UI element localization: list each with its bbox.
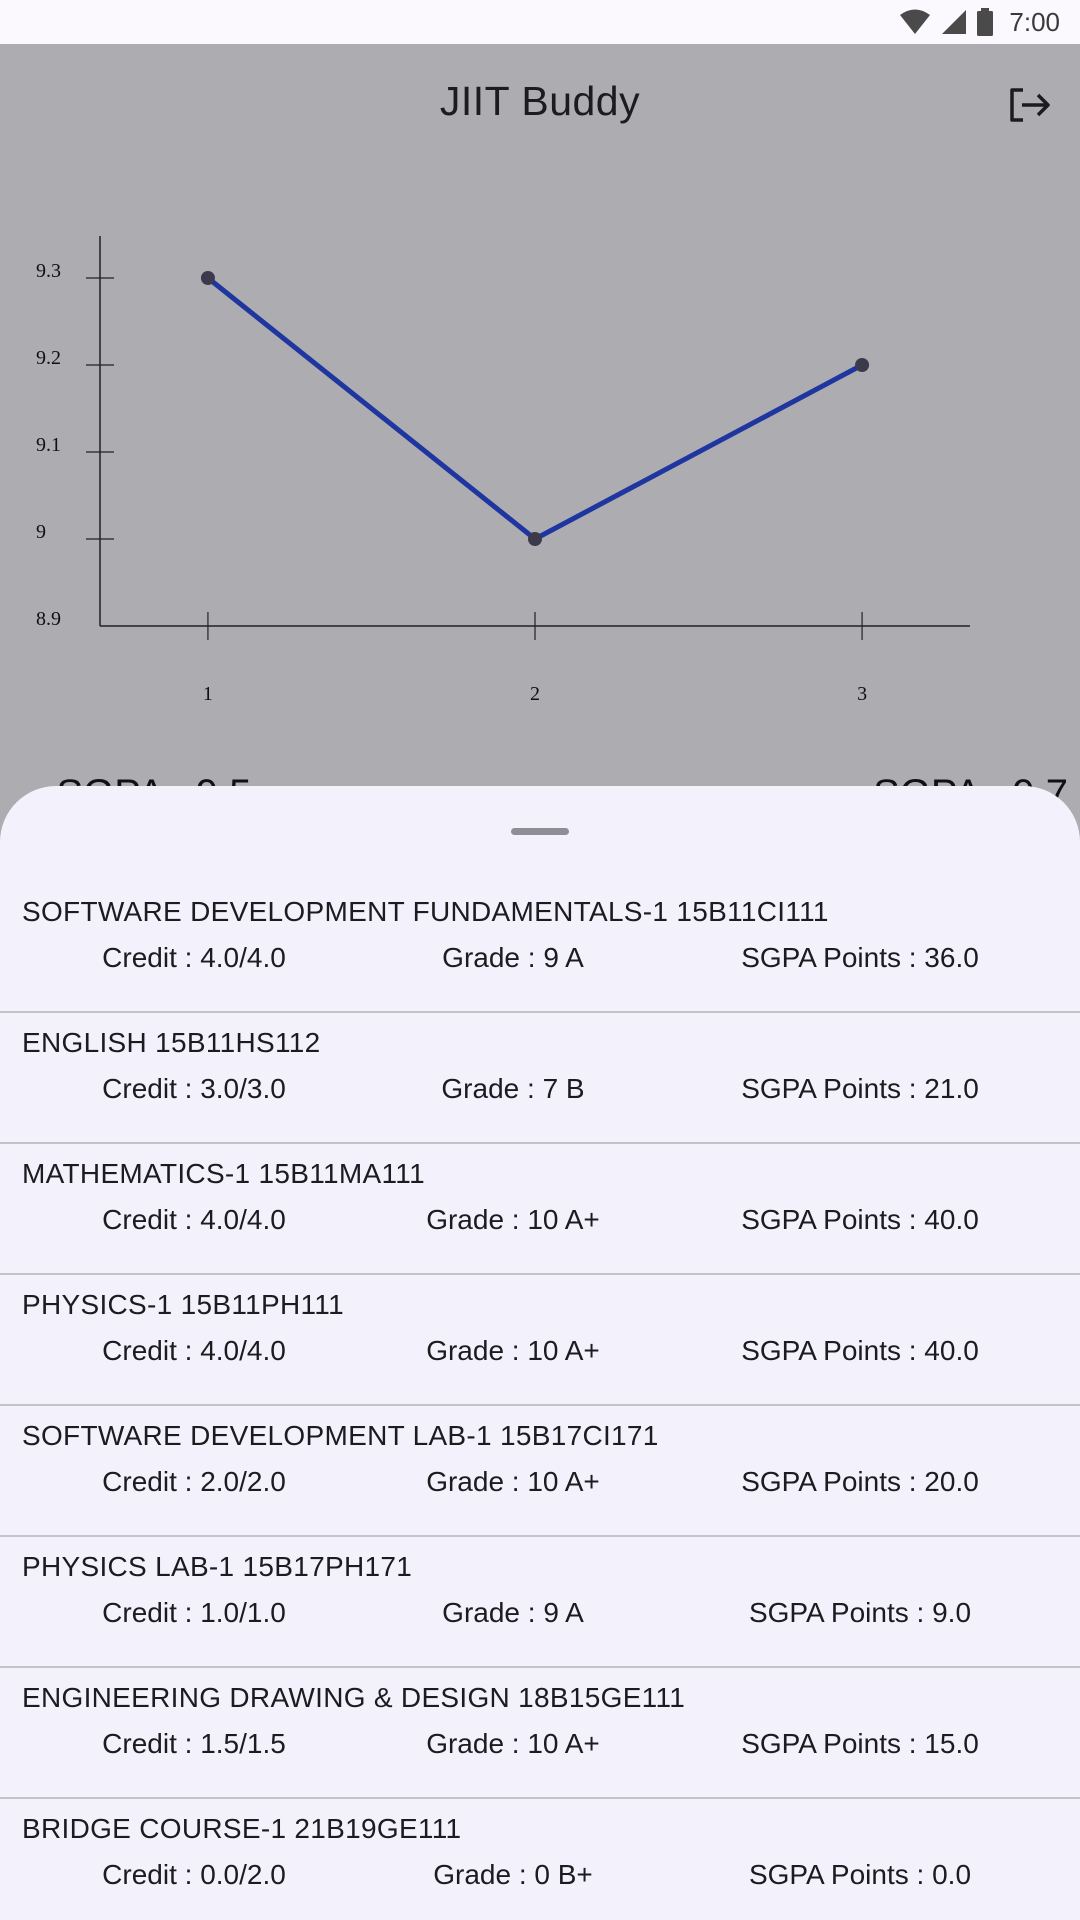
grade-text: Grade : 9 A [442,942,584,973]
sgpa-data-point [528,532,542,546]
battery-icon [977,8,994,36]
grade-text: Grade : 10 A+ [426,1335,600,1366]
list-item[interactable]: PHYSICS LAB-1 15B17PH171 Credit : 1.0/1.… [0,1537,1080,1668]
y-tick-label: 9.1 [36,434,61,456]
sgpa-data-point [200,271,215,285]
subject-name: PHYSICS-1 15B11PH111 [22,1289,344,1320]
sgpa-points-text: SGPA Points : 20.0 [741,1466,979,1497]
subject-list: SOFTWARE DEVELOPMENT FUNDAMENTALS-1 15B1… [0,882,1080,1920]
credit-text: Credit : 4.0/4.0 [102,1204,286,1235]
y-tick-label: 9 [36,521,46,543]
list-item[interactable]: PHYSICS-1 15B11PH111 Credit : 4.0/4.0 Gr… [0,1275,1080,1406]
status-bar: 7:00 [0,0,1080,44]
credit-text: Credit : 2.0/2.0 [102,1466,286,1497]
x-tick-label: 3 [857,683,867,705]
app-title: JIIT Buddy [439,78,641,124]
app-bar: JIIT Buddy [0,44,1080,160]
list-item[interactable]: ENGLISH 15B11HS112 Credit : 3.0/3.0 Grad… [0,1013,1080,1144]
grade-text: Grade : 9 A [442,1597,584,1628]
drag-handle[interactable] [511,828,569,835]
list-item[interactable]: SOFTWARE DEVELOPMENT LAB-1 15B17CI171 Cr… [0,1406,1080,1537]
grade-text: Grade : 10 A+ [426,1204,600,1235]
status-time: 7:00 [1009,6,1060,37]
sgpa-points-text: SGPA Points : 0.0 [748,1859,972,1890]
sgpa-points-text: SGPA Points : 9.0 [748,1597,972,1628]
bottom-sheet[interactable]: SOFTWARE DEVELOPMENT FUNDAMENTALS-1 15B1… [0,786,1080,1920]
subject-name: MATHEMATICS-1 15B11MA111 [22,1158,425,1189]
x-tick-label: 1 [203,683,213,705]
grade-text: Grade : 10 A+ [426,1466,600,1497]
list-item[interactable]: ENGINEERING DRAWING & DESIGN 18B15GE111 … [0,1668,1080,1799]
y-tick-label: 8.9 [36,608,61,630]
credit-text: Credit : 4.0/4.0 [102,942,286,973]
sgpa-points-text: SGPA Points : 15.0 [741,1728,979,1759]
sgpa-points-text: SGPA Points : 21.0 [741,1073,979,1104]
sgpa-data-point [855,358,870,372]
sgpa-line-chart: 8.9 9 9.1 9.2 9.3 1 2 3 [36,236,970,705]
cellular-signal-icon [942,10,967,34]
credit-text: Credit : 1.0/1.0 [102,1597,286,1628]
subject-name: SOFTWARE DEVELOPMENT FUNDAMENTALS-1 15B1… [22,896,829,927]
y-tick-label: 9.2 [36,347,61,369]
subject-name: ENGLISH 15B11HS112 [22,1027,321,1058]
y-tick-label: 9.3 [36,260,61,282]
wifi-icon [900,9,931,34]
credit-text: Credit : 1.5/1.5 [102,1728,286,1759]
sgpa-points-text: SGPA Points : 36.0 [741,942,979,973]
list-item[interactable]: SOFTWARE DEVELOPMENT FUNDAMENTALS-1 15B1… [0,882,1080,1013]
credit-text: Credit : 0.0/2.0 [102,1859,286,1890]
grade-text: Grade : 0 B+ [433,1859,593,1890]
sgpa-points-text: SGPA Points : 40.0 [741,1204,979,1235]
subject-name: PHYSICS LAB-1 15B17PH171 [22,1551,413,1582]
sgpa-series-line [206,276,864,542]
grade-text: Grade : 7 B [441,1073,585,1104]
subject-name: ENGINEERING DRAWING & DESIGN 18B15GE111 [22,1682,686,1713]
logout-icon [1010,88,1050,122]
credit-text: Credit : 4.0/4.0 [102,1335,286,1366]
subject-name: SOFTWARE DEVELOPMENT LAB-1 15B17CI171 [22,1420,659,1451]
list-item[interactable]: MATHEMATICS-1 15B11MA111 Credit : 4.0/4.… [0,1144,1080,1275]
grade-text: Grade : 10 A+ [426,1728,600,1759]
credit-text: Credit : 3.0/3.0 [102,1073,286,1104]
logout-button[interactable] [1003,80,1055,130]
x-tick-label: 2 [530,683,540,705]
sgpa-points-text: SGPA Points : 40.0 [741,1335,979,1366]
subject-name: BRIDGE COURSE-1 21B19GE111 [22,1813,462,1844]
list-item[interactable]: BRIDGE COURSE-1 21B19GE111 Credit : 0.0/… [0,1799,1080,1920]
